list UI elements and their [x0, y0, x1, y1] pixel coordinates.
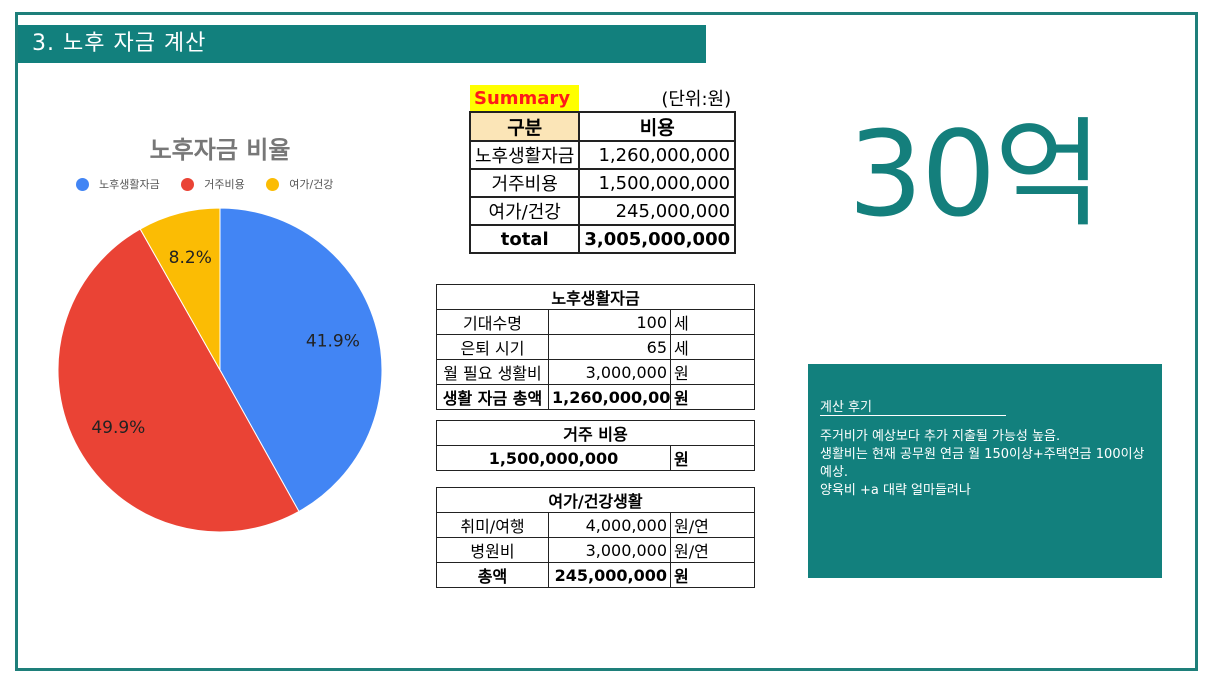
living-row-label: 기대수명: [436, 309, 549, 335]
living-row-value: 65: [548, 334, 671, 360]
legend-item-living: 노후생활자금: [76, 176, 160, 192]
legend-dot-living: [76, 177, 89, 191]
living-total-label: 생활 자금 총액: [436, 384, 549, 410]
summary-header-category: 구분: [468, 111, 581, 142]
living-total-value: 1,260,000,000: [548, 384, 671, 410]
legend-dot-leisure: [266, 177, 280, 191]
slice-living-label: 41.9%: [306, 332, 360, 352]
legend-label-living: 노후생활자금: [99, 178, 160, 191]
housing-cost-table: 거주 비용 1,500,000,000 원: [435, 420, 756, 471]
summary-unit: (단위:원): [661, 89, 732, 110]
legend-item-housing: 거주비용: [181, 176, 245, 192]
summary-row-label: 여가/건강: [468, 196, 581, 226]
living-row-label: 은퇴 시기: [436, 334, 549, 360]
slide-title: 3. 노후 자금 계산: [18, 25, 706, 63]
summary-total-value: 3,005,000,000: [578, 224, 737, 254]
slice-housing: [57, 228, 300, 533]
summary-header-cost: 비용: [578, 111, 737, 142]
review-divider: [820, 415, 1006, 416]
leisure-row-value: 3,000,000: [548, 537, 671, 563]
summary-row-label: 거주비용: [468, 168, 581, 198]
living-row-unit: 원: [669, 359, 756, 385]
leisure-row-label: 병원비: [436, 537, 549, 563]
summary-tag: Summary: [470, 85, 580, 112]
summary-row-label: 노후생활자금: [468, 140, 581, 170]
legend-item-leisure: 여가/건강: [266, 176, 333, 192]
pie-chart: 41.9% 49.9% 8.2%: [57, 207, 383, 533]
review-line: 생활비는 현재 공무원 연금 월 150이상+주택연금 100이상 예상.: [820, 447, 1145, 480]
summary-row-value: 1,500,000,000: [578, 168, 737, 198]
review-line: 양육비 +a 대략 얼마들려나: [820, 483, 971, 498]
legend-label-housing: 거주비용: [204, 178, 245, 191]
slice-living: [219, 207, 383, 513]
total-headline: 30억: [848, 105, 1103, 243]
legend-label-leisure: 여가/건강: [289, 178, 334, 191]
slice-leisure-label: 8.2%: [169, 248, 212, 268]
summary-row-value: 245,000,000: [578, 196, 737, 226]
chart-legend: 노후생활자금 거주비용 여가/건강: [76, 176, 351, 194]
living-row-value: 100: [548, 309, 671, 335]
housing-value: 1,500,000,000: [436, 445, 671, 471]
summary-row-value: 1,260,000,000: [578, 140, 737, 170]
leisure-table-title: 여가/건강생활: [435, 487, 756, 513]
leisure-cost-table: 여가/건강생활 취미/여행 4,000,000 원/연 병원비 3,000,00…: [435, 487, 756, 588]
slide-frame: [15, 12, 1198, 671]
living-table-title: 노후생활자금: [435, 284, 756, 310]
leisure-total-value: 245,000,000: [548, 562, 671, 588]
slice-leisure: [139, 207, 221, 372]
living-row-unit: 세: [669, 334, 756, 360]
housing-unit: 원: [669, 445, 756, 471]
housing-table-title: 거주 비용: [435, 420, 756, 446]
summary-table: Summary (단위:원) 구분 비용 노후생활자금 1,260,000,00…: [468, 85, 737, 254]
living-row-unit: 세: [669, 309, 756, 335]
living-row-label: 월 필요 생활비: [436, 359, 549, 385]
legend-dot-housing: [181, 177, 195, 191]
leisure-total-label: 총액: [436, 562, 549, 588]
leisure-row-value: 4,000,000: [548, 512, 671, 538]
living-cost-table: 노후생활자금 기대수명 100 세 은퇴 시기 65 세 월 필요 생활비 3,…: [435, 284, 756, 410]
leisure-total-unit: 원: [669, 562, 756, 588]
chart-title: 노후자금 비율: [149, 136, 291, 164]
leisure-row-unit: 원/연: [669, 512, 756, 538]
slice-housing-label: 49.9%: [91, 418, 145, 438]
review-box: 계산 후기 주거비가 예상보다 추가 지출될 가능성 높음. 생활비는 현재 공…: [808, 364, 1162, 578]
leisure-row-unit: 원/연: [669, 537, 756, 563]
living-total-unit: 원: [669, 384, 756, 410]
review-body: 주거비가 예상보다 추가 지출될 가능성 높음. 생활비는 현재 공무원 연금 …: [820, 428, 1158, 500]
leisure-row-label: 취미/여행: [436, 512, 549, 538]
living-row-value: 3,000,000: [548, 359, 671, 385]
summary-total-label: total: [468, 224, 581, 254]
review-title: 계산 후기: [820, 400, 872, 415]
review-line: 주거비가 예상보다 추가 지출될 가능성 높음.: [820, 429, 1061, 444]
